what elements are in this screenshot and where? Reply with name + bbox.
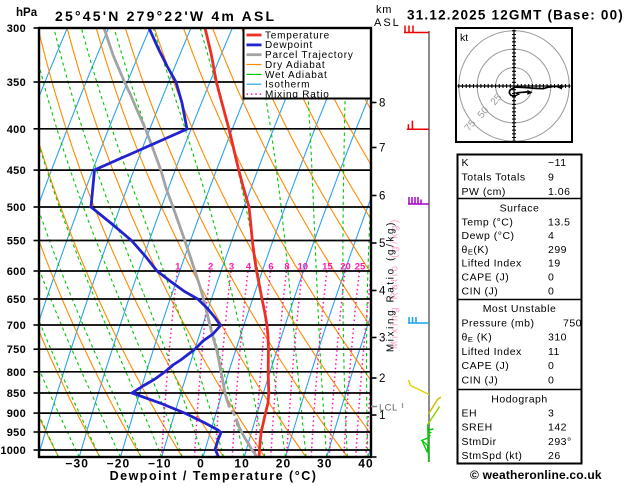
svg-text:SREH: SREH — [462, 422, 493, 434]
svg-text:4: 4 — [379, 286, 386, 298]
svg-text:0: 0 — [548, 272, 554, 284]
svg-text:4: 4 — [548, 230, 554, 242]
svg-text:10: 10 — [234, 457, 250, 471]
svg-text:Most Unstable: Most Unstable — [483, 303, 557, 315]
svg-text:40: 40 — [358, 457, 374, 471]
svg-text:© weatheronline.co.uk: © weatheronline.co.uk — [470, 468, 602, 482]
svg-text:Totals Totals: Totals Totals — [462, 172, 526, 184]
svg-text:CAPE (J): CAPE (J) — [462, 360, 510, 372]
svg-text:550: 550 — [7, 236, 26, 248]
svg-text:293°: 293° — [548, 436, 572, 448]
svg-text:0: 0 — [197, 457, 205, 471]
svg-text:Wet Adiabat: Wet Adiabat — [265, 70, 328, 81]
svg-text:850: 850 — [7, 388, 26, 400]
svg-text:30: 30 — [317, 457, 333, 471]
svg-text:Temp (°C): Temp (°C) — [462, 216, 514, 228]
svg-text:25: 25 — [355, 262, 366, 273]
svg-text:K: K — [462, 157, 470, 169]
svg-text:StmDir: StmDir — [462, 436, 497, 448]
svg-text:13.5: 13.5 — [548, 216, 570, 228]
svg-text:−20: −20 — [107, 457, 131, 471]
svg-text:km: km — [376, 4, 392, 16]
svg-text:Lifted Index: Lifted Index — [462, 346, 523, 358]
svg-text:5: 5 — [379, 238, 385, 250]
svg-text:Parcel Trajectory: Parcel Trajectory — [265, 50, 354, 61]
svg-text:4: 4 — [246, 262, 252, 273]
svg-text:1.06: 1.06 — [548, 186, 570, 198]
svg-text:Dewp (°C): Dewp (°C) — [462, 230, 515, 242]
svg-text:Dewpoint / Temperature (°C): Dewpoint / Temperature (°C) — [110, 469, 318, 483]
svg-text:Isotherm: Isotherm — [265, 80, 310, 91]
svg-text:PW (cm): PW (cm) — [462, 186, 506, 198]
svg-text:6: 6 — [268, 262, 273, 273]
svg-text:0: 0 — [548, 360, 554, 372]
svg-text:0: 0 — [548, 375, 554, 387]
svg-text:25°45'N 279°22'W 4m ASL: 25°45'N 279°22'W 4m ASL — [55, 8, 276, 24]
svg-text:StmSpd (kt): StmSpd (kt) — [462, 450, 523, 462]
svg-text:1: 1 — [175, 262, 181, 273]
svg-text:9: 9 — [548, 172, 554, 184]
svg-text:15: 15 — [322, 262, 333, 273]
svg-text:310: 310 — [548, 332, 567, 344]
svg-text:10: 10 — [298, 262, 309, 273]
svg-text:300: 300 — [7, 23, 26, 35]
svg-text:8: 8 — [284, 262, 289, 273]
svg-text:31.12.2025 12GMT (Base: 00): 31.12.2025 12GMT (Base: 00) — [407, 8, 624, 23]
svg-text:299: 299 — [548, 244, 567, 256]
svg-text:20: 20 — [340, 262, 351, 273]
svg-text:Mixing Ratio (g/kg): Mixing Ratio (g/kg) — [390, 217, 401, 349]
svg-text:800: 800 — [7, 367, 26, 379]
svg-text:1000: 1000 — [0, 445, 26, 457]
svg-text:650: 650 — [7, 294, 26, 306]
svg-text:Lifted Index: Lifted Index — [462, 258, 523, 270]
svg-text:19: 19 — [548, 258, 561, 270]
svg-text:1: 1 — [379, 410, 385, 422]
svg-text:20: 20 — [276, 457, 292, 471]
svg-text:Temperature: Temperature — [265, 30, 330, 41]
svg-text:Dewpoint: Dewpoint — [265, 40, 313, 51]
svg-text:CAPE (J): CAPE (J) — [462, 272, 510, 284]
svg-text:−10: −10 — [148, 457, 172, 471]
svg-text:26: 26 — [548, 450, 561, 462]
svg-text:hPa: hPa — [16, 7, 38, 19]
svg-text:3: 3 — [548, 407, 554, 419]
svg-text:750: 750 — [7, 344, 26, 356]
svg-text:400: 400 — [7, 124, 26, 136]
svg-text:CIN (J): CIN (J) — [462, 375, 499, 387]
svg-text:0: 0 — [548, 285, 554, 297]
svg-text:Hodograph: Hodograph — [491, 394, 547, 406]
svg-text:Surface: Surface — [500, 203, 540, 215]
svg-text:Mixing Ratio (g/kg): Mixing Ratio (g/kg) — [386, 220, 397, 352]
svg-text:−11: −11 — [548, 157, 567, 169]
svg-text:7: 7 — [379, 143, 385, 155]
svg-text:900: 900 — [7, 408, 26, 420]
svg-text:350: 350 — [7, 77, 26, 89]
svg-text:3: 3 — [229, 262, 234, 273]
svg-text:950: 950 — [7, 427, 26, 439]
svg-text:LCL: LCL — [379, 403, 398, 414]
svg-text:2: 2 — [208, 262, 213, 273]
svg-text:8: 8 — [379, 98, 385, 110]
svg-text:θE (K): θE (K) — [462, 332, 493, 345]
svg-text:ASL: ASL — [374, 17, 401, 29]
svg-text:600: 600 — [7, 266, 26, 278]
svg-text:Dry Adiabat: Dry Adiabat — [265, 60, 326, 71]
svg-text:450: 450 — [7, 165, 26, 177]
svg-text:3: 3 — [379, 333, 385, 345]
svg-text:Mixing Ratio: Mixing Ratio — [265, 90, 330, 101]
svg-text:500: 500 — [7, 202, 26, 214]
svg-text:700: 700 — [7, 320, 26, 332]
svg-text:11: 11 — [548, 346, 560, 358]
svg-text:θE(K): θE(K) — [462, 244, 489, 257]
svg-text:CIN (J): CIN (J) — [462, 285, 499, 297]
svg-text:2: 2 — [379, 373, 385, 385]
svg-text:Pressure (mb): Pressure (mb) — [462, 317, 535, 329]
svg-text:−30: −30 — [65, 457, 89, 471]
svg-text:142: 142 — [548, 422, 567, 434]
svg-text:EH: EH — [462, 407, 478, 419]
svg-text:750: 750 — [563, 317, 582, 329]
svg-text:kt: kt — [460, 32, 468, 44]
svg-text:6: 6 — [379, 191, 385, 203]
